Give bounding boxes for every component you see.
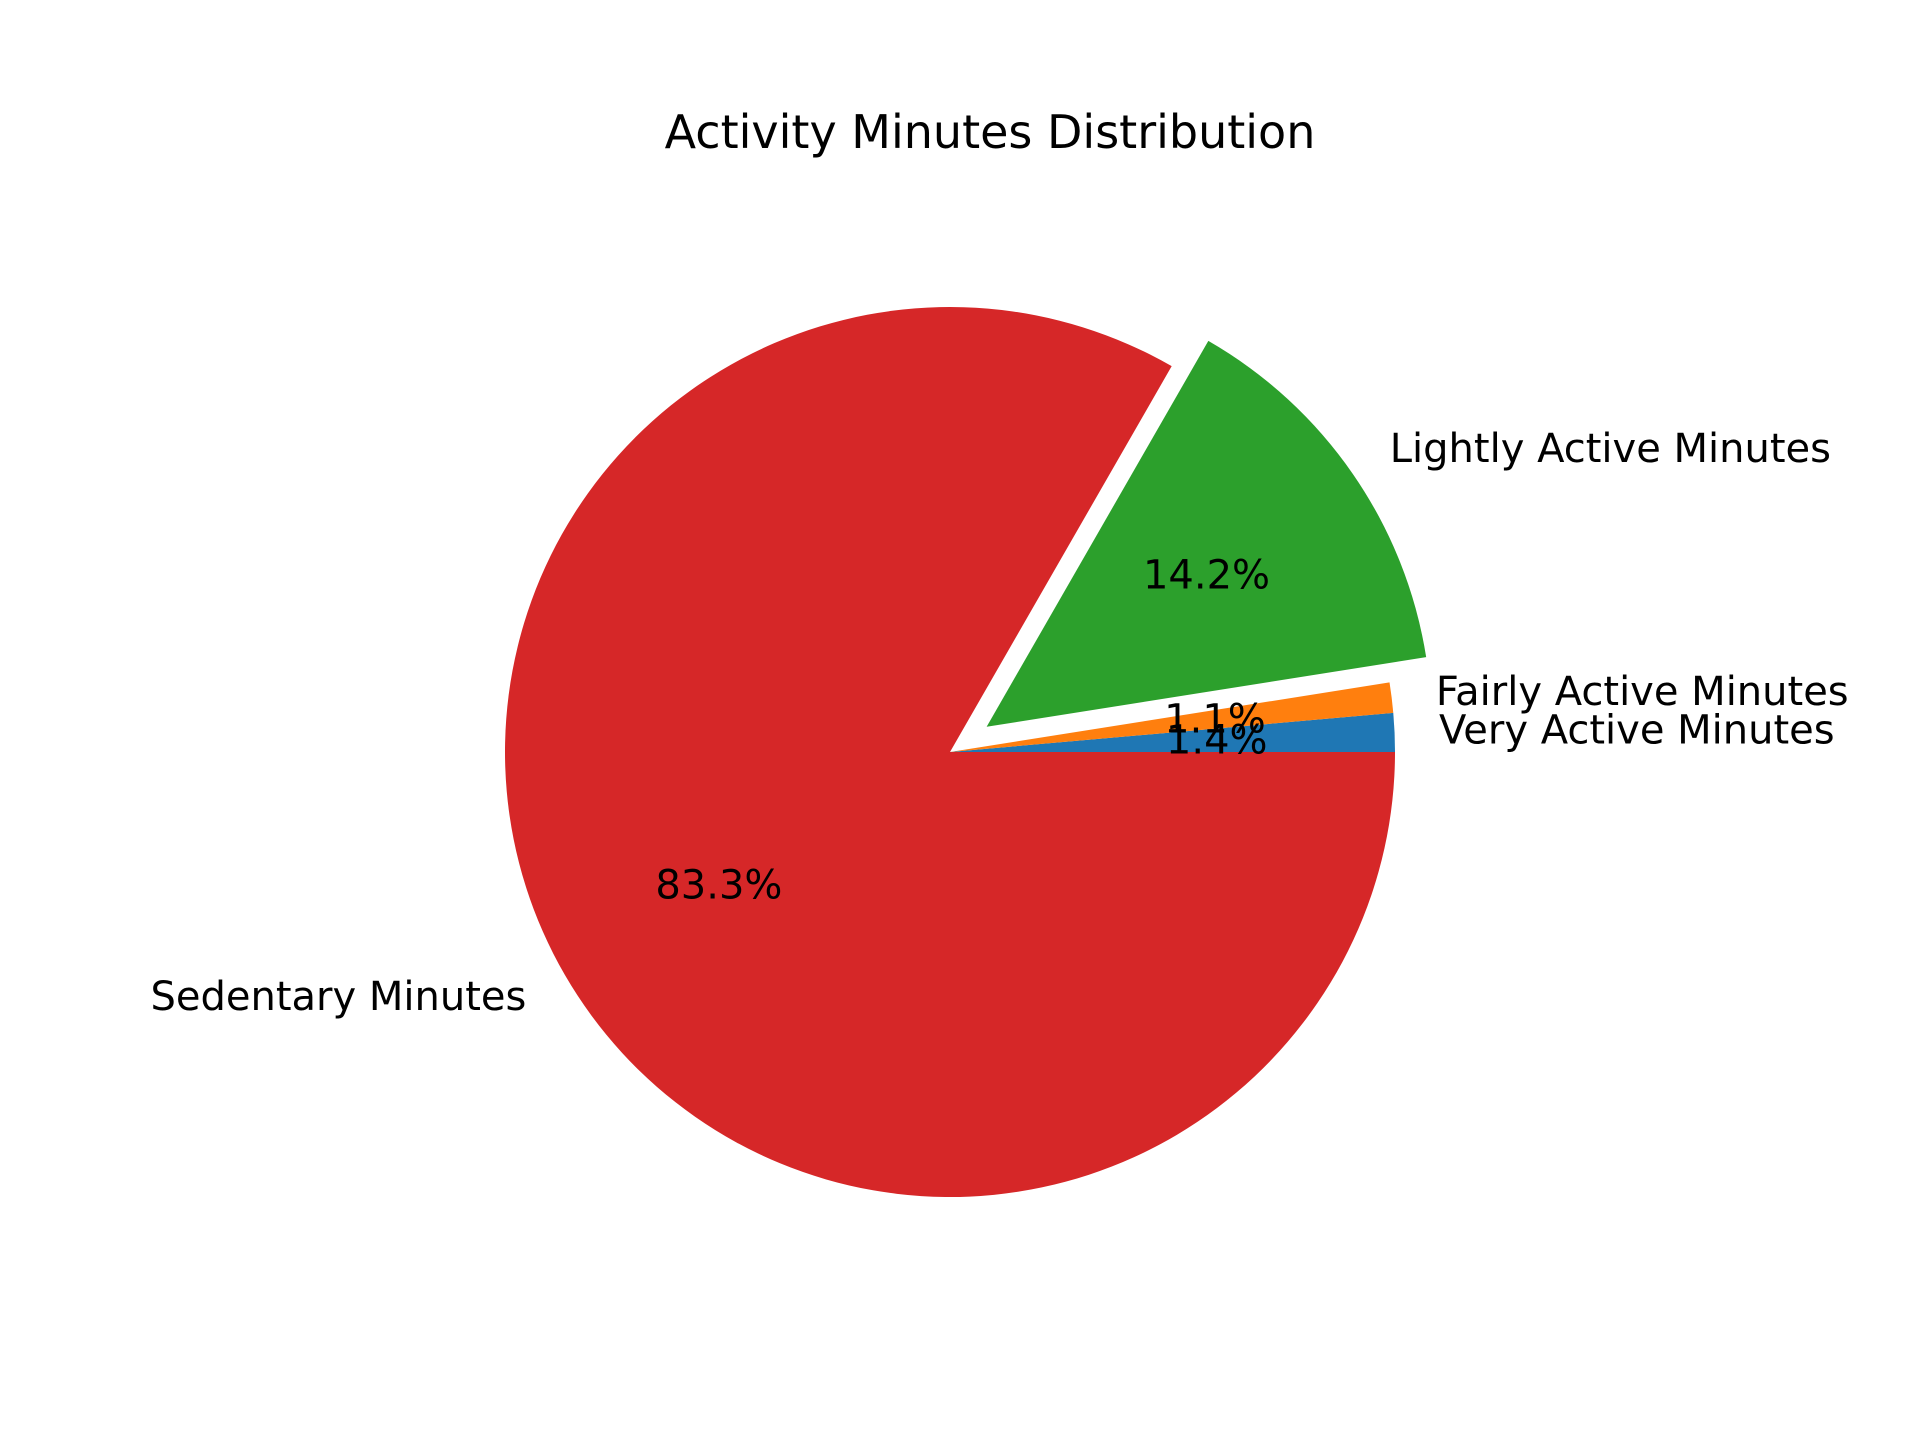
slice-percent-lightly-active-minutes: 14.2% xyxy=(1143,552,1270,598)
pie-slice-fairly-active-minutes xyxy=(950,682,1394,752)
slice-label-lightly-active-minutes: Lightly Active Minutes xyxy=(1390,426,1831,472)
pie-slices xyxy=(505,306,1427,1197)
slice-label-sedentary-minutes: Sedentary Minutes xyxy=(150,974,526,1020)
slice-percent-sedentary-minutes: 83.3% xyxy=(655,863,782,909)
pie-slice-lightly-active-minutes xyxy=(986,340,1427,727)
slice-percent-fairly-active-minutes: 1.1% xyxy=(1164,696,1266,742)
chart-title: Activity Minutes Distribution xyxy=(665,105,1316,159)
slice-label-fairly-active-minutes: Fairly Active Minutes xyxy=(1436,669,1849,715)
pie-slice-very-active-minutes xyxy=(950,712,1395,752)
pie-labels: Very Active Minutes 1.4% Fairly Active Min… xyxy=(150,426,1848,1020)
pie-slice-sedentary-minutes xyxy=(505,306,1396,1197)
slice-percent-very-active-minutes: 1.4% xyxy=(1166,717,1268,763)
slice-label-very-active-minutes: Very Active Minutes xyxy=(1439,707,1835,753)
